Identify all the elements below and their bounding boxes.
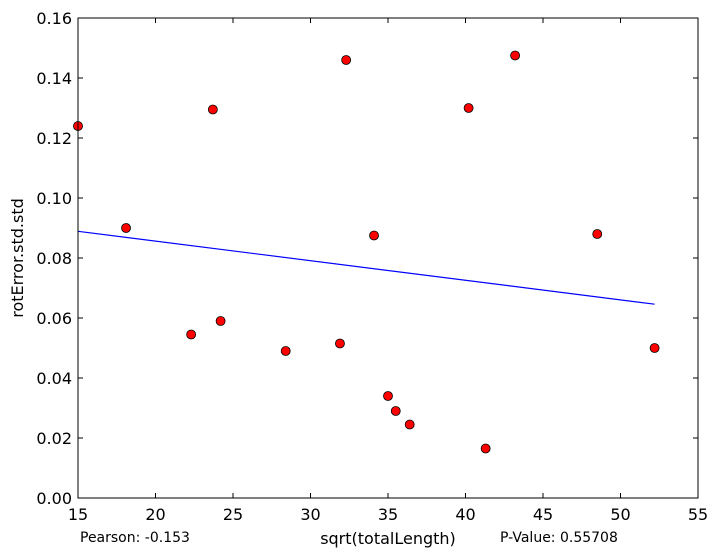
x-tick-label: 50 [610,505,630,524]
x-tick-label: 30 [300,505,320,524]
x-tick-label: 15 [68,505,88,524]
plot-background [78,18,698,498]
y-tick-label: 0.12 [36,129,72,148]
data-point [463,103,474,113]
data-point [390,406,401,416]
x-tick-label: 55 [688,505,708,524]
points-layer [73,50,660,454]
y-tick-label: 0.14 [36,69,72,88]
data-point [341,55,352,65]
data-point [383,391,393,401]
data-point [649,343,660,353]
regression-line [77,230,655,305]
pearson-annotation: Pearson: -0.153 [80,530,190,546]
y-tick-label: 0.16 [36,9,72,28]
x-tick-label: 45 [533,505,553,524]
data-point [207,104,218,115]
y-tick-label: 0.02 [36,429,72,448]
data-point [369,230,379,241]
y-tick-label: 0.00 [36,489,72,508]
y-tick-labels: 0.00 0.02 0.04 0.06 0.08 0.10 0.12 0.14 0.16 [36,9,72,508]
data-point [280,346,291,356]
y-tick-label: 0.10 [36,189,72,208]
p-value-annotation: P-Value: 0.55708 [500,530,618,546]
data-point [215,316,226,326]
data-point [186,329,197,340]
data-point [510,50,520,61]
y-axis-label: rotError.std.std [8,198,27,318]
data-point [592,229,603,239]
plot-frame [77,17,699,499]
y-tick-label: 0.08 [36,249,72,268]
x-tick-label: 35 [378,505,398,524]
x-tick-label: 20 [145,505,165,524]
data-point [121,223,131,233]
x-tick-label: 40 [455,505,475,524]
y-tick-label: 0.06 [36,309,72,328]
data-point [480,443,491,454]
data-point [404,419,415,430]
x-tick-label: 25 [223,505,243,524]
y-tick-label: 0.04 [36,369,72,388]
fit-line-layer [77,230,655,305]
data-point [335,338,345,349]
x-axis-label: sqrt(totalLength) [320,529,456,548]
x-tick-labels: 15 20 25 30 35 40 45 50 55 [68,505,708,524]
